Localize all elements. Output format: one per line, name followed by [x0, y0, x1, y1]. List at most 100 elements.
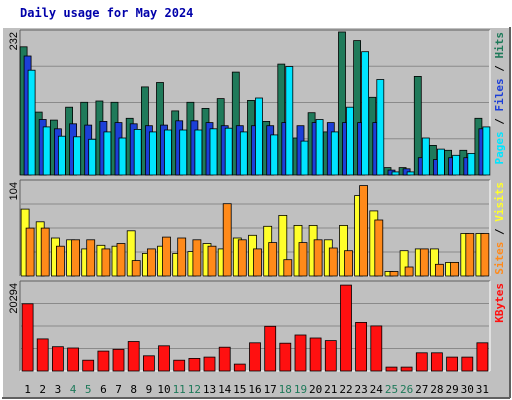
legend-entry: /	[493, 112, 506, 132]
bar-sites-day-23	[359, 185, 369, 277]
x-tick-label: 17	[264, 383, 277, 396]
bar-pages-day-29	[452, 154, 461, 176]
bar-sites-day-7	[116, 243, 126, 277]
bar-kbytes-day-10	[158, 345, 170, 372]
x-tick-label: 2	[39, 383, 46, 396]
bar-hits-day-27	[413, 76, 422, 176]
bar-sites-day-3	[56, 245, 65, 277]
bar-sites-day-10	[162, 236, 171, 277]
bar-kbytes-day-12	[188, 357, 201, 372]
bar-kbytes-day-4	[67, 347, 79, 372]
bar-pages-day-14	[224, 127, 233, 176]
bar-kbytes-day-7	[112, 348, 125, 372]
bar-kbytes-day-2	[36, 338, 49, 372]
bar-kbytes-day-15	[233, 363, 246, 372]
bar-pages-day-9	[148, 131, 157, 176]
x-tick-label: 29	[445, 383, 458, 396]
bar-kbytes-day-9	[142, 355, 155, 372]
x-tick-label: 20	[309, 383, 322, 396]
x-tick-label: 11	[173, 383, 186, 396]
bar-visits-day-28	[429, 248, 439, 277]
bar-sites-day-28	[434, 263, 444, 277]
x-tick-label: 23	[354, 383, 367, 396]
x-tick-label: 3	[55, 383, 62, 396]
x-tick-label: 25	[385, 383, 398, 396]
bar-pages-day-19	[300, 140, 309, 176]
bar-kbytes-day-11	[173, 359, 186, 372]
bar-kbytes-day-29	[446, 356, 459, 372]
x-tick-label: 6	[100, 383, 107, 396]
bar-pages-day-4	[73, 136, 81, 176]
bar-hits-day-15	[231, 71, 240, 176]
bar-pages-day-8	[133, 128, 142, 176]
legend-entry: Sites	[493, 242, 506, 275]
bar-hits-day-18	[277, 63, 286, 176]
bar-kbytes-day-8	[127, 341, 140, 372]
legend-entry: Visits	[493, 182, 506, 222]
bar-sites-day-18	[283, 259, 293, 277]
bar-pages-day-13	[209, 128, 218, 176]
y-axis-max-label: 232	[8, 32, 20, 50]
x-tick-label: 15	[233, 383, 246, 396]
bar-pages-day-6	[103, 131, 112, 176]
bar-pages-day-17	[270, 134, 279, 176]
hits-panel: 232 Pages / Files / Hits	[8, 29, 506, 176]
bar-kbytes-day-16	[249, 342, 261, 372]
bar-pages-day-20	[315, 119, 324, 176]
x-tick-label: 14	[218, 383, 232, 396]
bar-kbytes-day-6	[97, 350, 110, 372]
y-axis-max-label: 20294	[8, 283, 20, 314]
legend-entry: Hits	[493, 32, 506, 59]
panel-legend: Sites / Visits	[493, 182, 506, 275]
bar-kbytes-day-31	[476, 342, 489, 372]
bar-sites-day-30	[465, 233, 475, 277]
bar-kbytes-day-25	[385, 366, 398, 372]
x-tick-label: 19	[294, 383, 307, 396]
bar-pages-day-21	[330, 131, 339, 176]
legend-entry: /	[493, 59, 506, 79]
bar-sites-day-24	[374, 219, 384, 277]
x-tick-label: 4	[70, 383, 77, 396]
x-tick-label: 28	[430, 383, 443, 396]
bar-sites-day-5	[86, 239, 96, 277]
legend-entry: Pages	[493, 131, 506, 164]
bar-pages-day-1	[27, 69, 36, 176]
bar-kbytes-day-22	[340, 284, 352, 372]
x-tick-label: 24	[370, 383, 384, 396]
bar-sites-day-8	[131, 260, 141, 277]
bar-pages-day-2	[42, 126, 51, 176]
x-tick-label: 18	[279, 383, 292, 396]
kbytes-panel: 20294 KBytes	[8, 280, 506, 372]
bar-sites-day-14	[222, 203, 232, 277]
bar-pages-day-26	[406, 171, 415, 176]
bar-sites-day-19	[298, 242, 308, 277]
x-tick-label: 31	[476, 383, 489, 396]
bar-kbytes-day-28	[430, 352, 443, 372]
bar-pages-day-23	[361, 51, 370, 176]
bar-pages-day-22	[346, 106, 354, 176]
x-tick-label: 8	[130, 383, 137, 396]
bar-pages-day-7	[118, 137, 127, 176]
panel-legend: Pages / Files / Hits	[493, 32, 506, 165]
bar-pages-day-30	[467, 152, 476, 176]
bar-sites-day-16	[253, 248, 262, 277]
bar-visits-day-18	[278, 214, 288, 277]
bar-sites-day-25	[389, 271, 399, 277]
x-tick-label: 26	[400, 383, 413, 396]
bar-sites-day-29	[450, 261, 460, 277]
bar-sites-day-11	[177, 237, 187, 277]
bar-kbytes-day-13	[203, 356, 216, 372]
bar-kbytes-day-17	[264, 325, 277, 372]
bar-sites-day-17	[268, 242, 278, 277]
bar-sites-day-15	[237, 239, 247, 277]
legend-entry: KBytes	[493, 283, 506, 323]
bar-visits-day-26	[399, 250, 409, 277]
bar-pages-day-12	[194, 129, 203, 176]
bar-sites-day-20	[313, 239, 323, 277]
bar-kbytes-day-20	[309, 337, 322, 372]
x-tick-label: 22	[339, 383, 352, 396]
bar-pages-day-18	[285, 66, 294, 176]
x-tick-label: 5	[85, 383, 92, 396]
